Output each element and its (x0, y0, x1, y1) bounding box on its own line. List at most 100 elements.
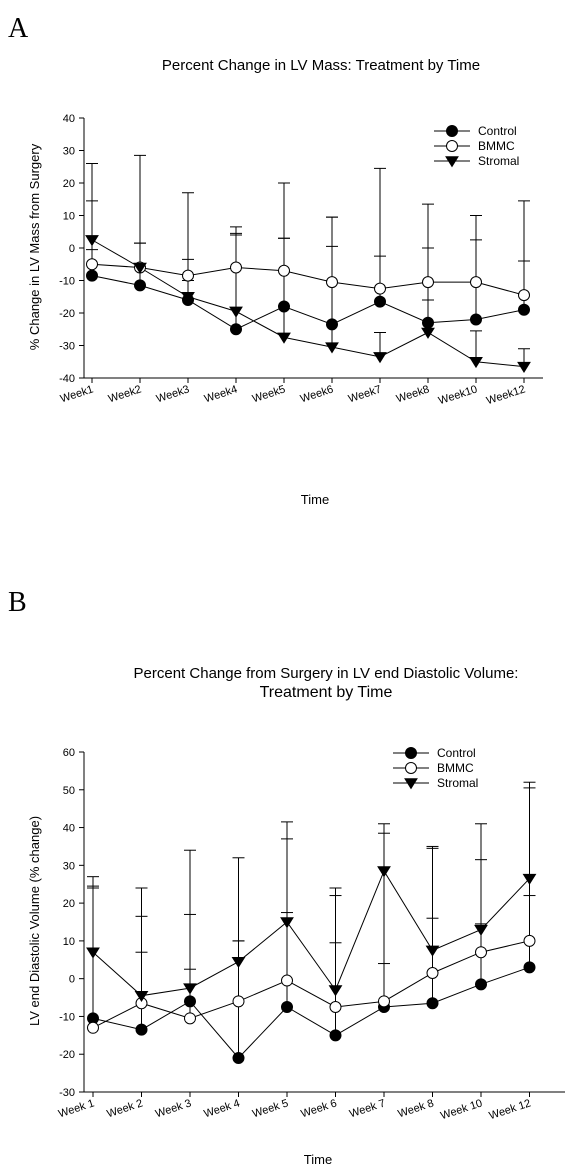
y-tick-label: -30 (59, 341, 75, 353)
legend-label-bmmc: BMMC (437, 761, 474, 775)
x-tick-label: Week 5 (251, 1097, 290, 1120)
data-point-control (230, 323, 242, 336)
y-tick-label: -10 (59, 276, 75, 288)
legend-marker-bmmc (405, 762, 417, 774)
data-point-bmmc (182, 269, 194, 282)
panel-letter-b: B (8, 587, 27, 618)
data-point-stromal (522, 873, 537, 885)
legend-label-control: Control (478, 124, 517, 138)
data-point-bmmc (523, 934, 536, 947)
y-tick-label: -10 (59, 1011, 75, 1023)
x-tick-label: Week6 (299, 383, 335, 405)
data-point-stromal (277, 332, 291, 344)
y-axis-label-b: LV end Diastolic Volume (% change) (27, 816, 42, 1026)
data-point-bmmc (278, 264, 290, 277)
data-point-bmmc (326, 276, 338, 289)
legend-marker-stromal (445, 156, 459, 168)
plot-area-b: -30 -20 -10 0 10 20 30 40 50 60 Week 1 Week 2 Week 3… (57, 746, 565, 1122)
data-point-stromal (86, 947, 100, 959)
legend-label-control: Control (437, 746, 476, 760)
x-tick-label: Week5 (251, 383, 287, 405)
chart-title-b: Percent Change from Surgery in LV end Di… (134, 665, 519, 682)
data-point-bmmc (232, 995, 245, 1008)
data-point-bmmc (281, 974, 293, 987)
data-point-stromal (425, 945, 440, 957)
data-point-stromal (474, 924, 488, 936)
x-tick-label: Week2 (107, 383, 143, 405)
series-line-stromal (91, 239, 525, 368)
series-line-stromal (92, 869, 530, 997)
data-point-bmmc (422, 276, 434, 289)
legend-label-stromal: Stromal (437, 776, 478, 790)
series-line-control (92, 966, 530, 1059)
plot-area-a: -40 -30 -20 -10 0 10 20 30 40 Week1 Week2 Week3 Week… (59, 113, 543, 407)
data-point-control (470, 313, 482, 326)
y-tick-label: -20 (59, 1049, 75, 1061)
data-point-bmmc (87, 1021, 99, 1034)
data-point-stromal (134, 990, 149, 1003)
x-tick-label: Week 3 (154, 1097, 193, 1120)
x-tick-label: Week10 (437, 383, 479, 407)
data-point-control (232, 1052, 245, 1064)
x-tick-label: Week1 (59, 383, 95, 405)
data-point-stromal (183, 983, 197, 995)
y-axis-label-a: % Change in LV Mass from Surgery (27, 143, 42, 350)
data-point-control (426, 997, 439, 1010)
x-tick-label: Week 4 (202, 1097, 241, 1120)
data-point-control (326, 318, 338, 331)
data-point-control (523, 961, 536, 974)
data-point-control (518, 303, 530, 316)
data-point-control (86, 269, 98, 282)
y-tick-label: 30 (63, 146, 75, 158)
y-tick-label: 30 (63, 860, 75, 872)
data-point-stromal (133, 262, 147, 274)
data-point-stromal (328, 985, 343, 997)
x-tick-label: Week4 (203, 383, 239, 405)
data-point-control (475, 978, 487, 991)
data-point-control (281, 1001, 293, 1013)
y-tick-label: 10 (63, 211, 75, 223)
data-point-stromal (377, 866, 391, 878)
data-point-stromal (517, 361, 531, 373)
data-point-control (134, 279, 146, 292)
x-tick-label: Week3 (155, 383, 191, 405)
x-axis-label-b: Time (304, 1152, 332, 1167)
x-tick-label: Week 10 (439, 1097, 484, 1122)
x-tick-label: Week8 (395, 383, 431, 405)
x-tick-label: Week 1 (57, 1097, 96, 1120)
data-point-control (184, 995, 196, 1008)
legend-label-bmmc: BMMC (478, 139, 515, 153)
series-line-control (91, 275, 525, 330)
data-point-bmmc (374, 282, 386, 295)
y-tick-label: 50 (63, 785, 75, 797)
data-point-stromal (181, 292, 195, 304)
data-point-bmmc (518, 289, 530, 302)
y-tick-label: 0 (69, 243, 75, 255)
data-point-control (329, 1029, 342, 1042)
data-point-stromal (373, 352, 387, 364)
data-point-bmmc (230, 261, 242, 274)
y-tick-label: 40 (63, 823, 75, 835)
chart-subtitle-b: Treatment by Time (260, 684, 393, 701)
legend-marker-control (446, 125, 458, 137)
y-tick-label: 10 (63, 936, 75, 948)
data-point-stromal (469, 357, 483, 369)
chart-title-a: Percent Change in LV Mass: Treatment by … (162, 57, 480, 74)
y-tick-label: -30 (59, 1087, 75, 1099)
data-point-bmmc (470, 276, 482, 289)
x-axis-label-a: Time (301, 492, 329, 507)
series-line-bmmc (92, 940, 530, 1029)
y-tick-label: 60 (63, 747, 75, 759)
panel-letter-a: A (8, 13, 29, 44)
data-point-stromal (421, 327, 435, 339)
data-point-stromal (229, 306, 243, 318)
y-tick-label: 20 (63, 898, 75, 910)
x-tick-label: Week7 (347, 383, 383, 405)
legend-marker-stromal (404, 778, 418, 790)
x-tick-label: Week 12 (488, 1097, 533, 1122)
data-point-bmmc (475, 946, 487, 959)
data-point-bmmc (184, 1012, 196, 1025)
